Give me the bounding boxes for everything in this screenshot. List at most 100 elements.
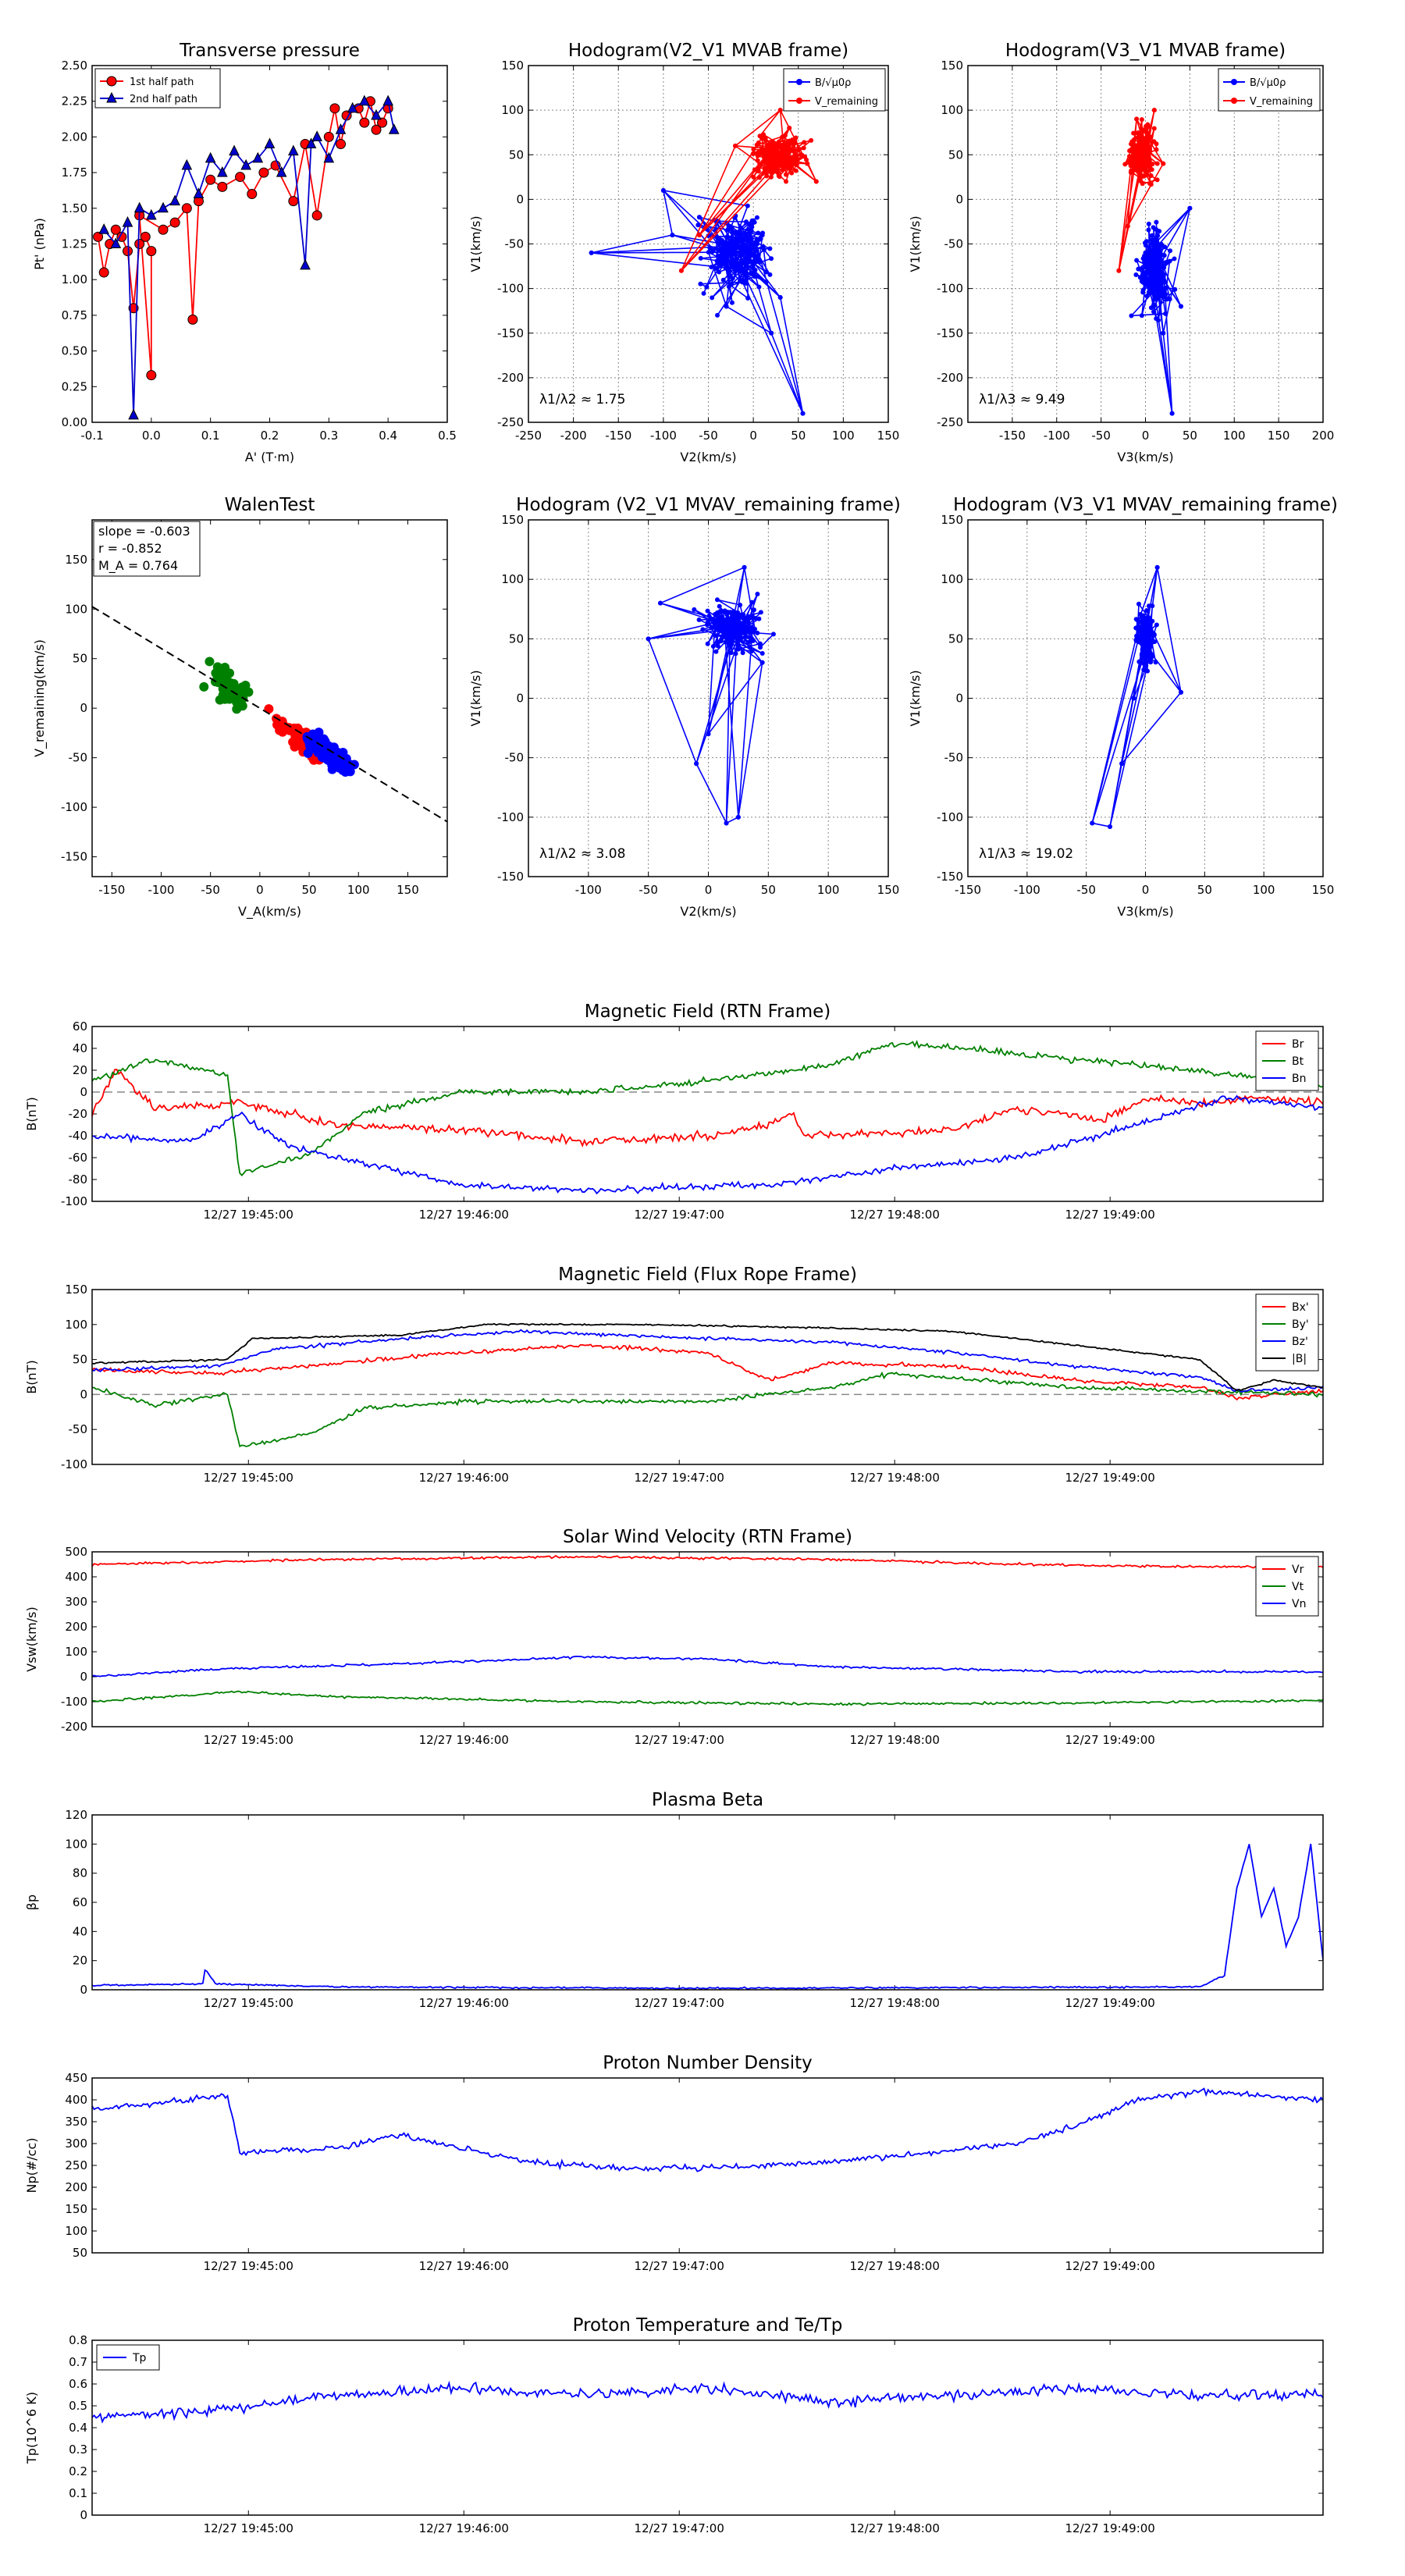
plot-area	[92, 1322, 1323, 1448]
x-tick-label: -150	[999, 429, 1026, 443]
data-point	[756, 169, 761, 174]
data-point	[735, 240, 740, 245]
legend: 1st half path 2nd half path	[94, 68, 221, 109]
data-point	[240, 158, 251, 170]
y-tick-label: 150	[65, 1283, 87, 1297]
data-point	[737, 625, 742, 631]
legend-label: |B|	[1292, 1353, 1307, 1365]
x-tick-label: -150	[605, 429, 631, 443]
data-point	[705, 608, 710, 614]
x-tick-label: 12/27 19:48:00	[850, 1208, 940, 1222]
data-point	[1154, 294, 1160, 299]
data-point	[247, 189, 258, 200]
x-tick-label: 12/27 19:45:00	[204, 1733, 293, 1747]
y-tick-label: -100	[937, 282, 963, 296]
data-point	[347, 101, 358, 113]
x-tick-label: 12/27 19:48:00	[850, 1471, 940, 1485]
x-axis-label: V_A(km/s)	[238, 904, 301, 920]
data-point	[199, 681, 209, 692]
data-point	[1187, 205, 1193, 211]
x-tick-label: 0.2	[261, 429, 279, 443]
data-point	[146, 246, 157, 257]
data-point	[1158, 269, 1164, 275]
data-point	[1129, 148, 1135, 154]
y-tick-label: 450	[65, 2071, 87, 2085]
data-point	[1154, 263, 1160, 269]
data-point	[738, 225, 743, 230]
data-point	[288, 144, 299, 156]
data-point	[795, 148, 801, 153]
legend: B/√μ0ρ V_remaining	[1218, 68, 1321, 112]
data-point	[1139, 174, 1144, 180]
data-point	[329, 103, 340, 114]
x-tick-label: -50	[1076, 883, 1096, 897]
y-tick-label: -150	[61, 850, 87, 864]
data-point	[1143, 155, 1148, 161]
data-point	[336, 139, 346, 150]
plot-area	[93, 94, 400, 420]
data-point	[754, 238, 759, 244]
data-point	[229, 144, 240, 156]
x-tick-label: 100	[817, 883, 840, 897]
chart-walen-test: -150 -100 -50 0 50 100 150 -150 -100 -50 0 50 100 150…	[32, 495, 448, 920]
x-tick-label: -100	[1014, 883, 1040, 897]
x-tick-label: -100	[650, 429, 677, 443]
annotation: λ1/λ2 ≈ 3.08	[539, 846, 625, 862]
y-tick-label: 100	[941, 103, 963, 117]
series-line	[92, 1690, 1323, 1706]
data-point	[780, 167, 785, 173]
x-tick-label: 150	[1312, 883, 1335, 897]
series-line	[92, 1843, 1323, 1990]
data-point	[728, 628, 734, 633]
data-point	[1122, 162, 1128, 167]
data-point	[715, 643, 720, 649]
data-point	[1153, 660, 1158, 665]
plot-frame	[91, 2077, 1324, 2254]
data-point	[725, 243, 731, 248]
data-point	[707, 245, 713, 251]
x-tick-label: 12/27 19:45:00	[204, 1471, 293, 1485]
y-axis-label: V1(km/s)	[908, 670, 923, 726]
data-point	[801, 145, 806, 151]
data-point	[706, 731, 711, 737]
data-point	[734, 245, 739, 251]
x-axis-label: V2(km/s)	[680, 450, 736, 464]
y-tick-label: 20	[73, 1954, 87, 1968]
chart-title: Proton Number Density	[603, 2053, 813, 2073]
data-point	[791, 141, 797, 146]
x-tick-label: 12/27 19:46:00	[419, 1733, 509, 1747]
data-point	[1146, 227, 1151, 233]
x-tick-label: 150	[1268, 429, 1290, 443]
data-point	[1133, 149, 1138, 155]
data-point	[1136, 639, 1142, 645]
chart-title: Magnetic Field (RTN Frame)	[585, 1002, 831, 1022]
y-axis-label: Tp(10^6 K)	[24, 2392, 39, 2464]
y-tick-label: -150	[497, 326, 524, 340]
data-point	[744, 219, 749, 225]
data-point	[749, 237, 754, 242]
y-tick-label: 0.8	[69, 2333, 87, 2347]
plot-area	[1116, 108, 1193, 416]
data-point	[756, 150, 761, 155]
data-point	[729, 300, 735, 305]
data-point	[751, 174, 756, 180]
chart-hodo_v3v1: -150 -100 -50 0 50 100 150 200 -250 -200 -150 -100 -…	[908, 41, 1334, 464]
data-point	[146, 208, 157, 220]
data-point	[727, 274, 733, 279]
y-tick-label: 0.25	[62, 379, 87, 393]
data-point	[1140, 127, 1146, 133]
data-point	[750, 614, 756, 620]
data-point	[713, 633, 718, 639]
data-point	[754, 253, 759, 258]
data-point	[98, 223, 109, 234]
data-point	[1134, 633, 1140, 639]
data-point	[745, 203, 750, 208]
y-tick-label: 150	[941, 513, 963, 527]
data-point	[759, 134, 765, 140]
data-point	[1139, 117, 1144, 123]
data-point	[759, 651, 765, 656]
x-tick-label: -50	[638, 883, 658, 897]
data-point	[335, 123, 347, 134]
x-tick-label: 0	[749, 429, 757, 443]
plot-area	[1090, 564, 1183, 830]
